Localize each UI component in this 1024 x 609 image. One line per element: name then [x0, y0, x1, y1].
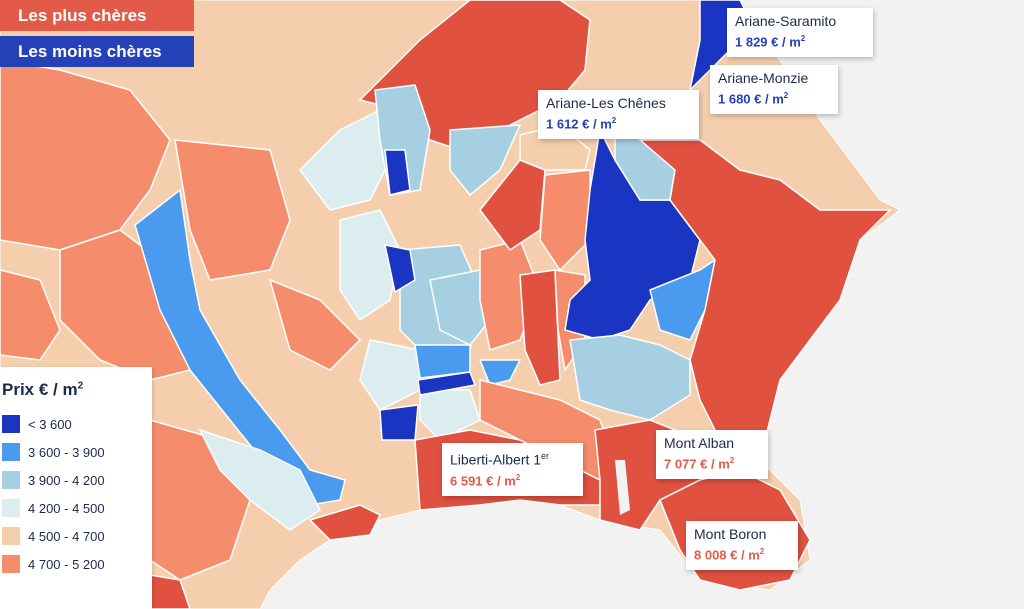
legend-swatch	[2, 443, 20, 461]
callout-name: Mont Boron	[694, 526, 767, 542]
legend-item: 4 200 - 4 500	[0, 494, 152, 522]
zone-west-coral-6	[0, 269, 61, 361]
legend-swatch	[2, 555, 20, 573]
legend-item: < 3 600	[0, 410, 152, 438]
callout-price: 1 680 € / m2	[718, 91, 789, 107]
callout-ariane-saramito: Ariane-Saramito 1 829 € / m2	[727, 8, 873, 58]
legend-item: 4 500 - 4 700	[0, 522, 152, 550]
zone-port-basin	[615, 460, 630, 515]
zone-center-blue-1	[384, 149, 411, 196]
legend-item: 3 600 - 3 900	[0, 438, 152, 466]
callout-name: Ariane-Saramito	[735, 13, 837, 29]
legend-title: Prix € / m2	[2, 380, 84, 399]
callout-mont-boron: Mont Boron 8 008 € / m2	[686, 521, 798, 571]
legend-swatch	[2, 499, 20, 517]
zone-east-light	[569, 334, 691, 421]
most-expensive-tag: Les plus chères	[0, 0, 194, 31]
legend-swatch	[2, 415, 20, 433]
callout-ariane-les-chenes: Ariane-Les Chênes 1 612 € / m2	[538, 90, 699, 140]
zone-center-red-4	[519, 269, 561, 386]
price-legend: Prix € / m2 < 3 600 3 600 - 3 900 3 900 …	[0, 367, 152, 609]
zone-center-light-3	[449, 124, 522, 197]
legend-item: 4 700 - 5 200	[0, 550, 152, 578]
zone-center-blue-6	[478, 359, 522, 386]
zone-center-light-7	[429, 269, 491, 346]
zone-center-coral-3	[539, 169, 591, 272]
zone-west-coral-5	[268, 278, 362, 371]
zone-west-coral-1	[0, 59, 171, 251]
zone-airport-blue	[134, 188, 346, 506]
legend-swatch	[2, 471, 20, 489]
callout-price: 8 008 € / m2	[694, 547, 765, 563]
zone-center-light-6	[359, 339, 421, 411]
callout-ariane-monzie: Ariane-Monzie 1 680 € / m2	[710, 65, 838, 115]
legend-item: 3 900 - 4 200	[0, 466, 152, 494]
callout-liberti-albert: Liberti-Albert 1er 6 591 € / m2	[442, 443, 583, 496]
least-expensive-tag: Les moins chères	[0, 36, 194, 67]
callout-price: 7 077 € / m2	[664, 456, 735, 472]
zone-center-light-8	[419, 389, 481, 441]
callout-name: Ariane-Monzie	[718, 70, 809, 86]
callout-price: 1 612 € / m2	[546, 116, 617, 132]
zone-southwest-red	[308, 504, 382, 541]
callout-name: Mont Alban	[664, 435, 735, 451]
callout-price: 1 829 € / m2	[735, 34, 806, 50]
zone-center-blue-4	[417, 371, 477, 396]
legend-swatch	[2, 527, 20, 545]
callout-name: Liberti-Albert 1er	[450, 451, 550, 468]
zone-west-coral-3	[174, 139, 291, 281]
zone-var-valley-light	[198, 428, 321, 531]
zone-center-light-4	[339, 209, 401, 322]
callout-name: Ariane-Les Chênes	[546, 95, 666, 111]
callout-mont-alban: Mont Alban 7 077 € / m2	[656, 430, 768, 480]
zone-center-blue-2	[384, 244, 416, 294]
callout-price: 6 591 € / m2	[450, 472, 521, 488]
zone-center-blue-5	[379, 404, 419, 441]
